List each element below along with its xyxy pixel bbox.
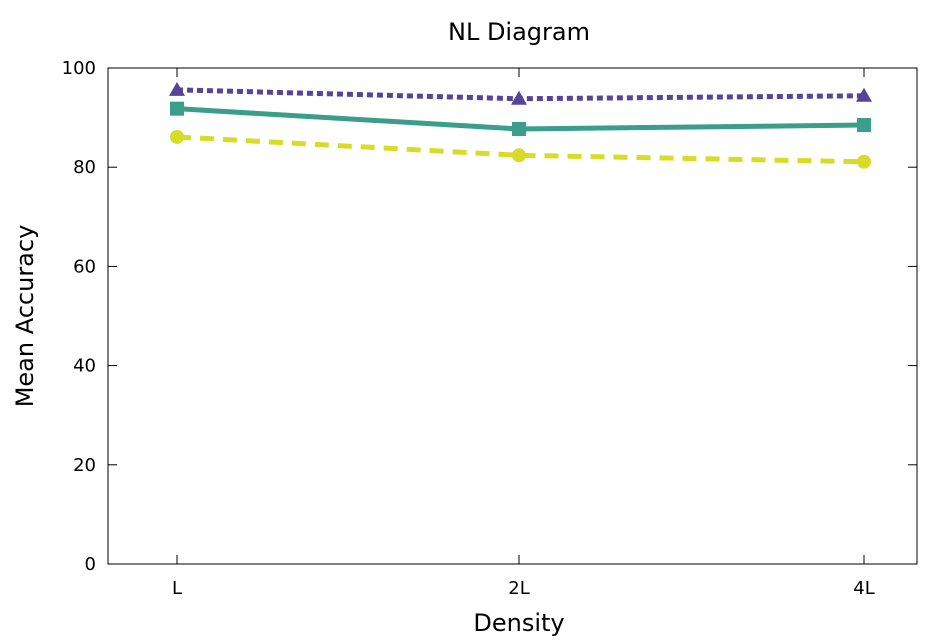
y-tick-label: 100 — [62, 58, 96, 79]
x-axis-label: Density — [473, 609, 564, 637]
y-tick-label: 80 — [73, 157, 96, 178]
y-tick-label: 20 — [73, 455, 96, 476]
series-1 — [169, 81, 872, 105]
series-2 — [170, 101, 871, 137]
x-tick-label: L — [172, 578, 182, 599]
data-point-square — [857, 118, 871, 133]
data-point-square — [170, 101, 184, 116]
data-point-triangle — [856, 87, 872, 102]
y-axis: 0 20 40 60 80 100 — [62, 58, 917, 575]
x-tick-label: 2L — [508, 578, 529, 599]
data-point-triangle — [169, 81, 185, 96]
y-tick-label: 60 — [73, 256, 96, 277]
chart-title: NL Diagram — [448, 18, 590, 46]
x-tick-label: 4L — [853, 578, 874, 599]
x-axis: L 2L 4L — [172, 68, 875, 599]
series-3 — [170, 129, 871, 169]
data-point-circle — [857, 154, 871, 169]
data-point-circle — [512, 148, 526, 163]
data-point-triangle — [511, 90, 527, 105]
data-point-circle — [170, 129, 184, 144]
y-tick-label: 0 — [85, 554, 96, 575]
data-point-square — [512, 122, 526, 137]
y-tick-label: 40 — [73, 356, 96, 377]
series-layer — [169, 81, 872, 169]
plot-frame — [107, 67, 918, 565]
y-axis-label: Mean Accuracy — [11, 225, 39, 408]
